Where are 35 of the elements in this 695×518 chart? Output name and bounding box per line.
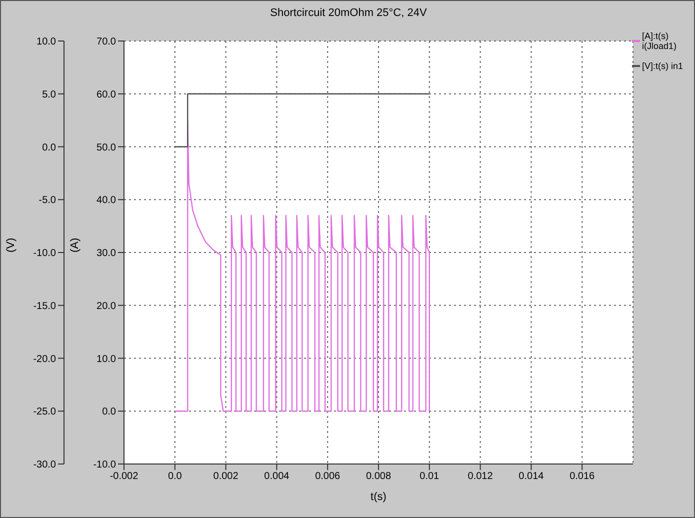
y-tick-label: 30.0 — [96, 248, 116, 260]
y2-tick-label: 0.0 — [42, 142, 56, 154]
y-tick-label: 10.0 — [96, 354, 116, 365]
x-tick-label: 0.006 — [315, 471, 341, 482]
y-tick-label: 40.0 — [96, 195, 116, 206]
x-tick-label: -0.002 — [110, 471, 139, 482]
x-tick-label: 0.004 — [264, 471, 290, 482]
y2-tick-label: 10.0 — [36, 36, 56, 48]
x-tick-label: 0.012 — [468, 471, 494, 482]
y-tick-label: 50.0 — [96, 142, 116, 154]
y2-tick-label: -15.0 — [33, 300, 56, 312]
line-series — [174, 120, 430, 412]
y-tick-label: 70.0 — [96, 36, 116, 48]
x-tick-label: 0.01 — [420, 471, 440, 482]
y2-tick-label: -10.0 — [33, 248, 56, 260]
y-axis-title: (A) — [68, 238, 81, 252]
x-tick-label: 0.002 — [213, 471, 239, 482]
legend-label: [V]:t(s) in1 — [642, 61, 684, 71]
y2-axis-title: (V) — [4, 238, 17, 252]
y-tick-label: 20.0 — [96, 300, 116, 312]
y2-tick-label: -25.0 — [33, 406, 56, 418]
x-tick-label: 0.014 — [518, 471, 544, 482]
x-tick-label: 0.008 — [366, 471, 392, 482]
x-tick-label: 0.016 — [570, 471, 596, 482]
y2-tick-label: -5.0 — [38, 195, 56, 206]
y2-tick-label: -20.0 — [33, 354, 56, 365]
legend-label: [A]:t(s) i(Jload1) — [642, 31, 678, 51]
y2-tick-label: 5.0 — [42, 89, 56, 100]
y-tick-label: -10.0 — [93, 460, 116, 471]
y2-tick-label: -30.0 — [33, 460, 56, 471]
x-tick-label: 0.0 — [168, 471, 182, 482]
y-tick-label: 0.0 — [102, 406, 116, 418]
y-tick-label: 60.0 — [96, 89, 116, 100]
chart-title: Shortcircuit 20mOhm 25°C, 24V — [269, 7, 428, 19]
x-axis-title: t(s) — [370, 491, 386, 503]
